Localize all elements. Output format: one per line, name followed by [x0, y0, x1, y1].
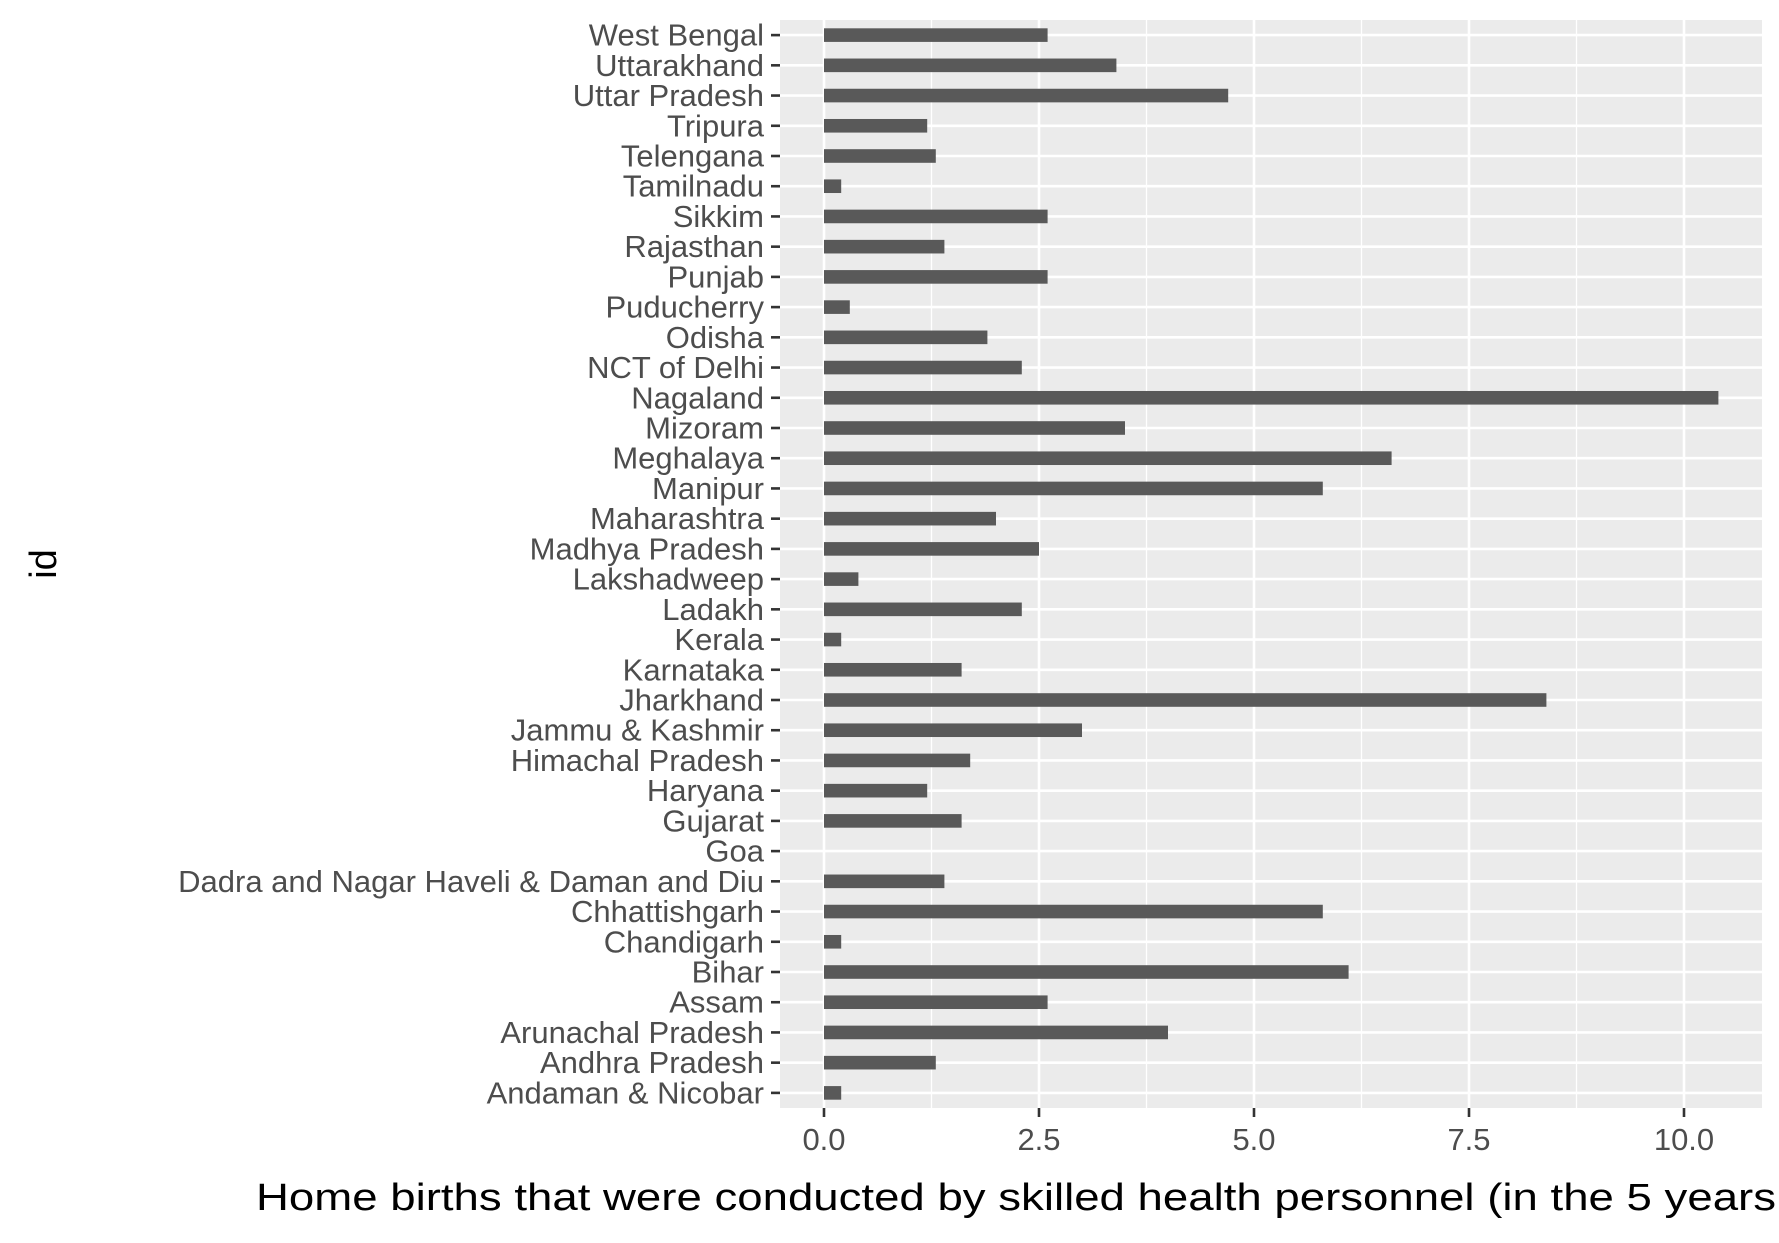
x-tick-label: 10.0 [1654, 1122, 1714, 1157]
y-tick-label: Andaman & Nicobar [487, 1075, 764, 1110]
bar-rajasthan [824, 239, 945, 254]
y-tick-label: Tamilnadu [623, 169, 764, 204]
bar-chandigarh [824, 934, 842, 949]
y-tick-label: Himachal Pradesh [511, 743, 764, 778]
x-tick-label: 5.0 [1232, 1122, 1275, 1157]
y-tick-label: Goa [705, 834, 764, 869]
bars [824, 28, 1719, 1100]
y-tick-label: West Bengal [589, 18, 764, 53]
bar-uttarakhand [824, 58, 1117, 73]
x-tick-label: 2.5 [1017, 1122, 1060, 1157]
plot-panel [780, 20, 1762, 1108]
y-tick-label: Sikkim [673, 199, 764, 234]
bar-punjab [824, 270, 1048, 284]
y-tick-label: Manipur [652, 471, 764, 506]
bar-puducherry [824, 300, 850, 314]
y-tick-label: Karnataka [623, 652, 765, 687]
y-tick-label: Uttarakhand [595, 48, 764, 83]
bar-nagaland [824, 390, 1719, 405]
bar-mizoram [824, 421, 1125, 435]
bar-chhattishgarh [824, 904, 1323, 919]
y-tick-label: Rajasthan [624, 229, 764, 264]
y-tick-label: Arunachal Pradesh [500, 1015, 764, 1050]
bar-manipur [824, 481, 1323, 496]
y-tick-label: Odisha [666, 320, 765, 355]
y-tick-label: Haryana [647, 773, 765, 808]
bar-telengana [824, 149, 936, 163]
bar-bihar [824, 965, 1349, 979]
bar-maharashtra [824, 511, 996, 526]
y-tick-label: Lakshadweep [573, 562, 764, 597]
bar-ladakh [824, 602, 1022, 617]
y-axis-title: id [23, 549, 65, 579]
y-tick-label: Chhattishgarh [571, 894, 764, 929]
y-tick-label: Gujarat [662, 803, 764, 838]
bar-arunachal-pradesh [824, 1025, 1168, 1040]
y-tick-label: Jharkhand [619, 683, 764, 718]
y-tick-label: Madhya Pradesh [530, 531, 764, 566]
bar-nct-of-delhi [824, 360, 1022, 375]
y-tick-label: Bihar [692, 955, 764, 990]
bar-jharkhand [824, 693, 1547, 707]
y-tick-label: Assam [669, 985, 764, 1020]
bar-west-bengal [824, 28, 1048, 42]
bar-meghalaya [824, 451, 1392, 466]
y-tick-label: Dadra and Nagar Haveli & Daman and Diu [178, 864, 764, 899]
bar-dadra-and-nagar-haveli-daman-and-diu [824, 874, 945, 889]
bar-madhya-pradesh [824, 542, 1039, 556]
bar-lakshadweep [824, 572, 859, 586]
y-tick-label: Andhra Pradesh [540, 1045, 764, 1080]
bar-tripura [824, 118, 928, 133]
bar-sikkim [824, 209, 1048, 224]
x-tick-label: 0.0 [802, 1122, 845, 1157]
bar-haryana [824, 783, 928, 798]
y-tick-label: Punjab [667, 259, 764, 294]
bar-tamilnadu [824, 179, 842, 194]
bar-jammu-kashmir [824, 723, 1082, 738]
bar-karnataka [824, 662, 962, 677]
bar-andaman-nicobar [824, 1086, 842, 1100]
y-tick-label: Uttar Pradesh [573, 78, 764, 113]
y-tick-label: Telengana [621, 139, 765, 174]
y-tick-label: Maharashtra [590, 501, 765, 536]
y-tick-label: Mizoram [645, 411, 764, 446]
bar-himachal-pradesh [824, 753, 971, 768]
y-tick-label: Nagaland [631, 380, 764, 415]
y-tick-label: Kerala [674, 622, 764, 657]
x-tick-label: 7.5 [1447, 1122, 1490, 1157]
x-axis: 0.0 2.5 5.0 7.5 10.0 [802, 1108, 1714, 1157]
y-tick-label: Tripura [667, 108, 765, 143]
y-tick-label: Puducherry [605, 290, 764, 325]
minor-gridlines [930, 20, 1578, 1108]
y-tick-label: NCT of Delhi [587, 350, 764, 385]
bar-kerala [824, 632, 842, 647]
bar-gujarat [824, 814, 962, 828]
y-tick-label: Jammu & Kashmir [511, 713, 764, 748]
y-tick-label: Ladakh [662, 592, 764, 627]
y-tick-label: Meghalaya [612, 441, 764, 476]
bar-uttar-pradesh [824, 88, 1229, 103]
bar-andhra-pradesh [824, 1055, 936, 1070]
x-axis-title: Home births that were conducted by skill… [256, 1177, 1776, 1219]
y-tick-label: Chandigarh [604, 924, 764, 959]
bar-assam [824, 995, 1048, 1010]
bar-odisha [824, 330, 988, 345]
